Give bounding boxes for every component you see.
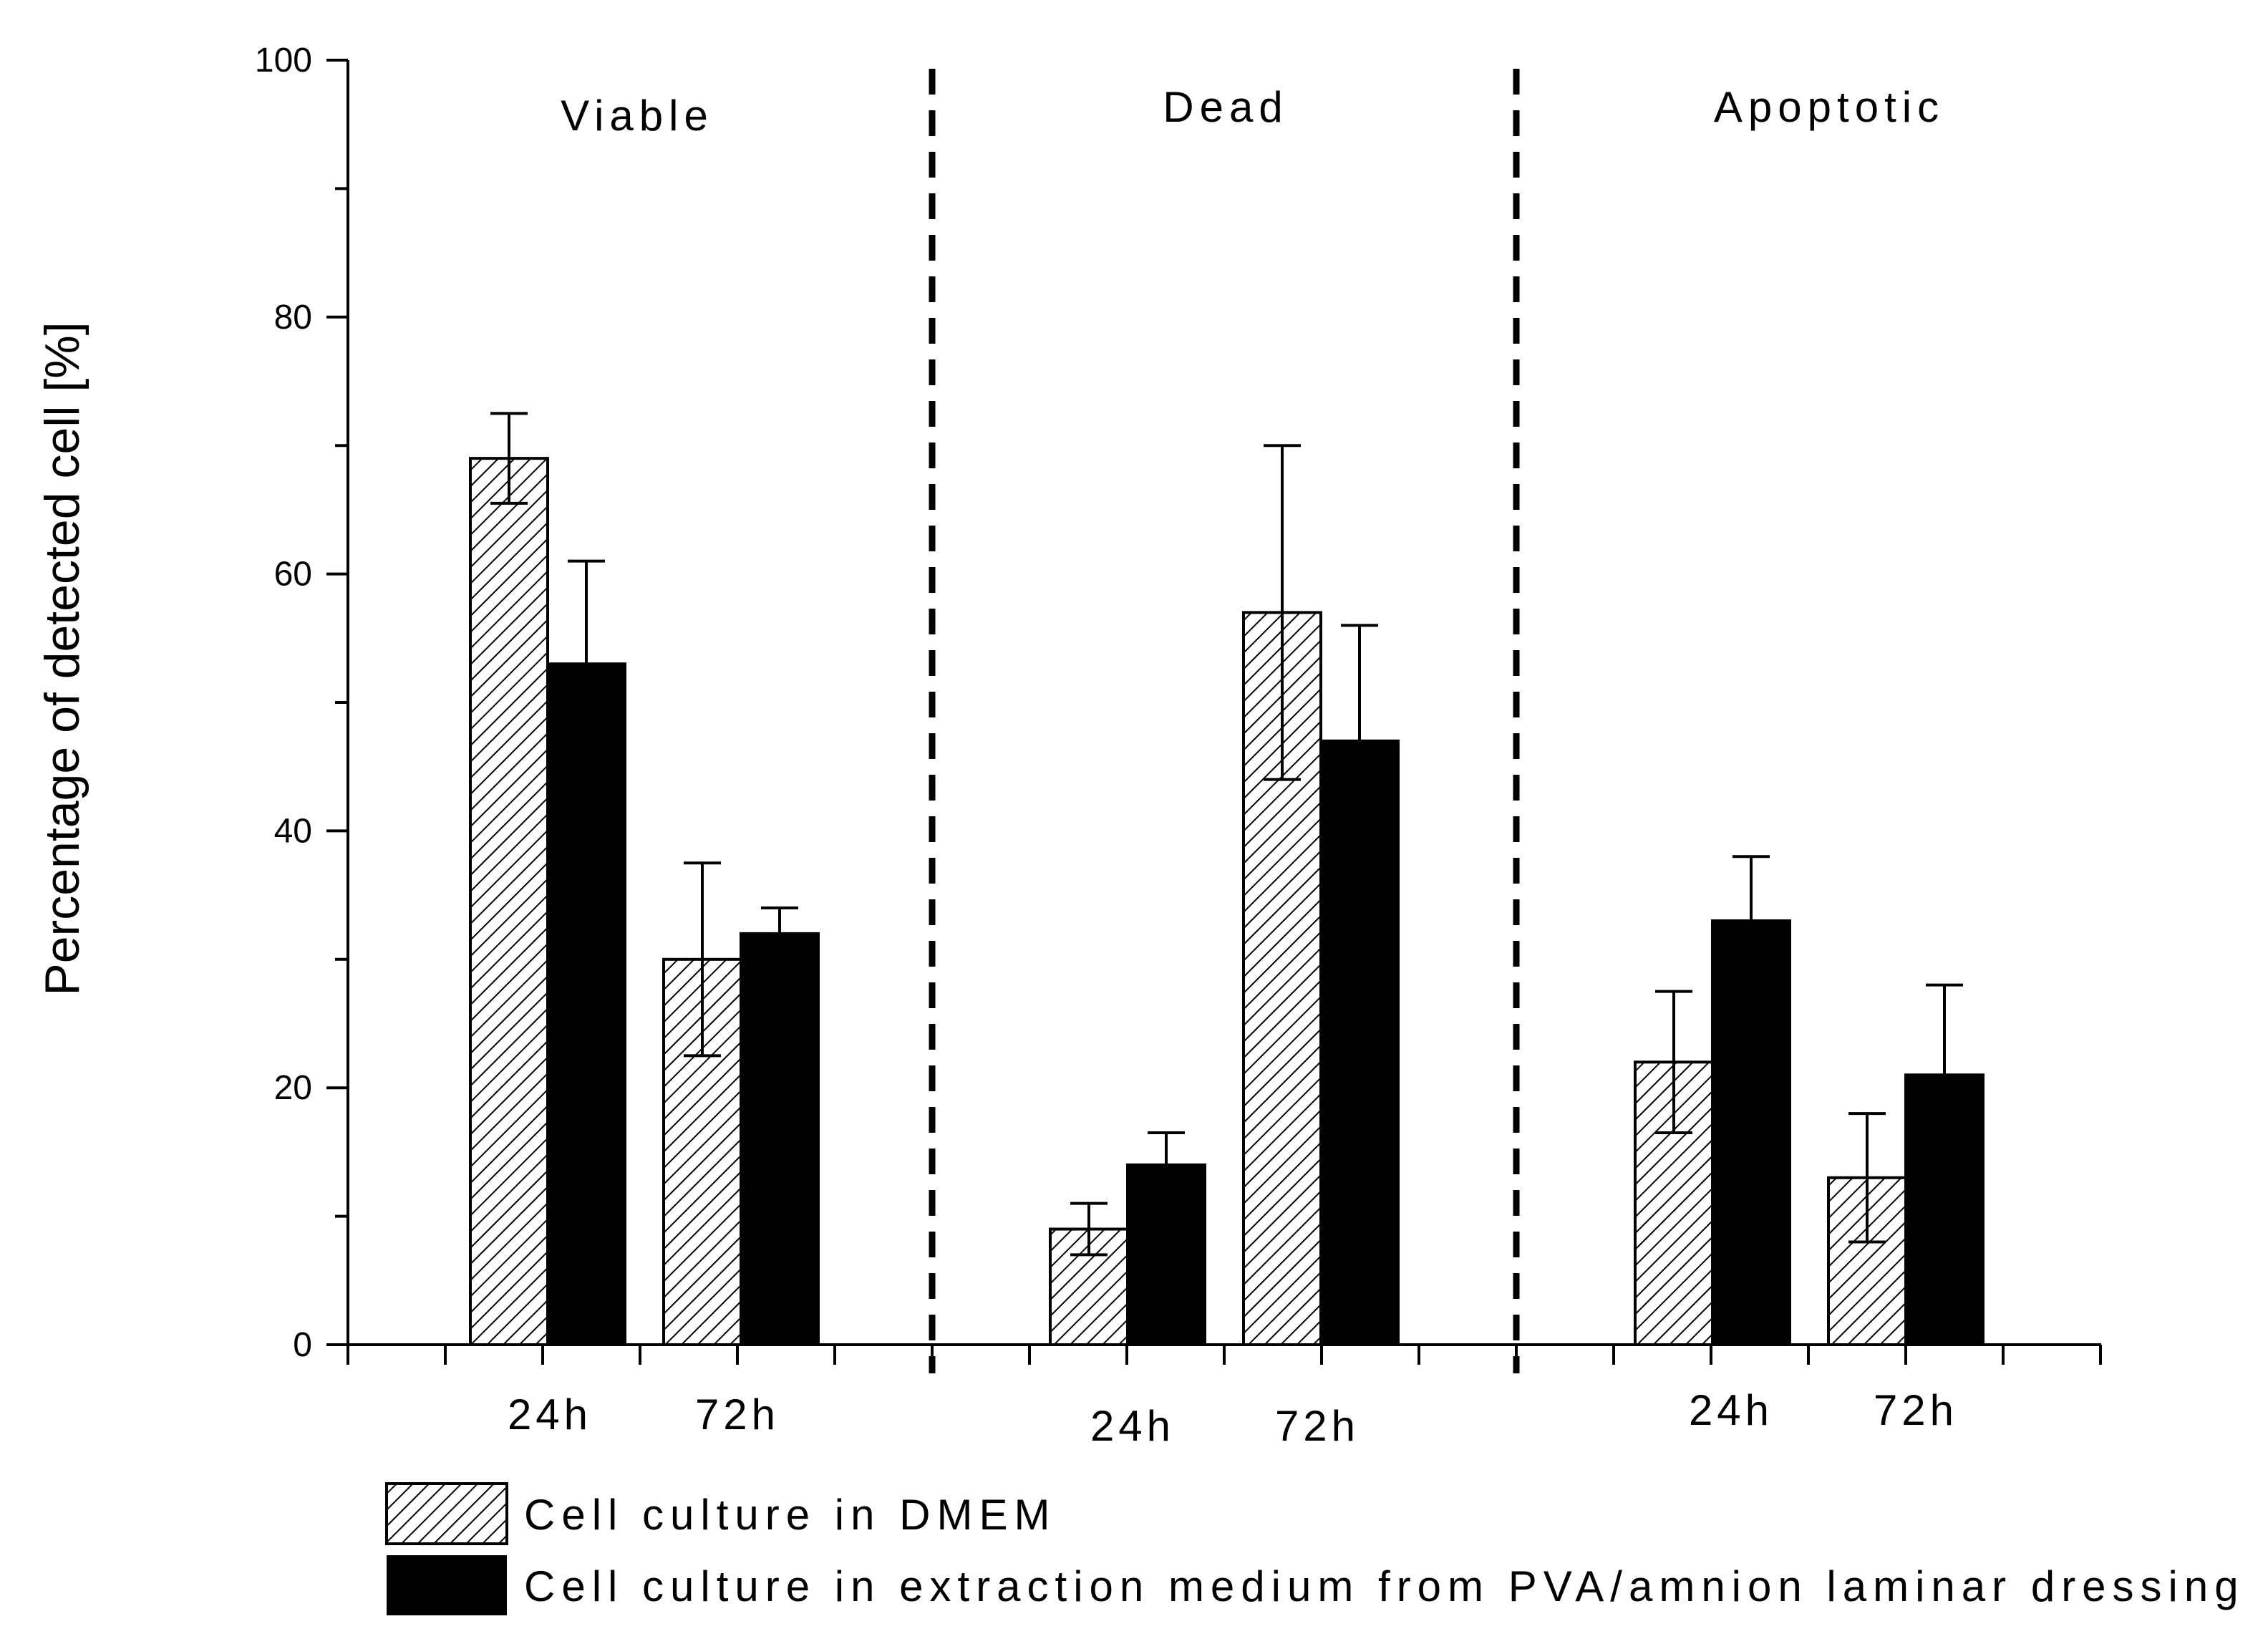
- legend-swatch-extraction: [387, 1555, 507, 1615]
- legend: Cell culture in DMEM Cell culture in ext…: [385, 1482, 2245, 1615]
- bar-apoptotic-24h-extraction: [1711, 919, 1791, 1346]
- timepoint-label-apoptotic-24h: 24h: [1689, 1386, 1773, 1434]
- group-title-viable: Viable: [561, 92, 714, 140]
- bar-viable-72h-extraction: [740, 932, 820, 1347]
- bar-viable-24h-extraction: [546, 662, 626, 1346]
- bar-dead-72h-extraction: [1319, 739, 1400, 1346]
- axes: 0 20 40 60 80 100: [255, 42, 2102, 1365]
- group-title-dead: Dead: [1163, 83, 1288, 131]
- legend-swatch-dmem: [385, 1482, 508, 1545]
- y-tick-label: 40: [274, 812, 312, 850]
- bar-apoptotic-72h-extraction: [1904, 1073, 1984, 1346]
- bars: [469, 457, 1984, 1347]
- group-separators: [929, 69, 1520, 1373]
- y-tick-label: 60: [274, 556, 312, 594]
- category-labels: 24h 72h 24h 72h 24h 72h: [508, 1386, 1958, 1450]
- y-tick-label: 20: [274, 1069, 312, 1107]
- bar-viable-24h-dmem: [469, 457, 549, 1346]
- group-title-apoptotic: Apoptotic: [1714, 83, 1944, 131]
- y-axis-label: Percentage of detected cell [%]: [35, 321, 89, 995]
- group-titles: Viable Dead Apoptotic: [561, 83, 1944, 140]
- legend-label-dmem: Cell culture in DMEM: [524, 1491, 1056, 1539]
- legend-label-extraction: Cell culture in extraction medium from P…: [524, 1562, 2245, 1610]
- timepoint-label-viable-72h: 72h: [695, 1391, 780, 1438]
- timepoint-label-dead-24h: 24h: [1090, 1402, 1175, 1450]
- y-tick-label: 0: [293, 1326, 312, 1364]
- y-tick-label: 100: [255, 42, 312, 79]
- timepoint-label-apoptotic-72h: 72h: [1874, 1386, 1958, 1434]
- error-bars: [490, 412, 1963, 1257]
- bar-dead-24h-extraction: [1126, 1163, 1206, 1346]
- timepoint-label-dead-72h: 72h: [1275, 1402, 1360, 1450]
- y-tick-label: 80: [274, 299, 312, 337]
- timepoint-label-viable-24h: 24h: [508, 1391, 592, 1438]
